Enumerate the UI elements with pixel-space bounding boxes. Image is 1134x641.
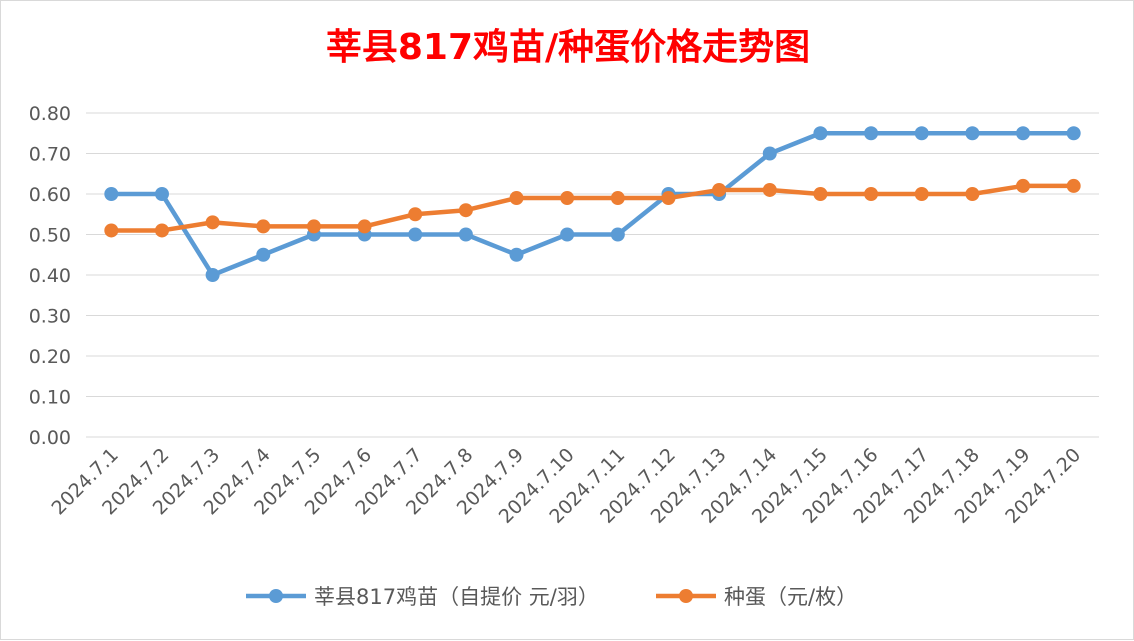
y-axis-ticks: 0.00 0.10 0.20 0.30 0.40 0.50 0.60 0.70 0.80 xyxy=(29,103,71,449)
legend-marker xyxy=(269,589,283,603)
legend-item: 莘县817鸡苗（自提价 元/羽） xyxy=(246,585,599,609)
data-point xyxy=(1066,126,1081,141)
data-point xyxy=(154,223,169,238)
y-tick-label: 0.70 xyxy=(29,144,71,166)
data-point xyxy=(914,187,929,201)
data-point xyxy=(205,268,220,282)
data-point xyxy=(104,187,119,201)
data-point xyxy=(509,191,524,206)
data-point xyxy=(661,191,676,206)
legend-marker xyxy=(679,589,693,603)
data-point xyxy=(256,247,271,262)
data-point xyxy=(104,223,119,238)
series-2 xyxy=(104,178,1081,238)
data-point xyxy=(610,191,625,206)
data-point xyxy=(965,126,980,141)
chart-title: 莘县817鸡苗/种蛋价格走势图 xyxy=(326,27,810,68)
y-tick-label: 0.10 xyxy=(29,387,71,409)
data-point xyxy=(762,182,777,197)
legend-label: 种蛋（元/枚） xyxy=(724,585,857,609)
data-point xyxy=(205,215,220,230)
legend-item: 种蛋（元/枚） xyxy=(656,585,857,609)
data-point xyxy=(256,219,271,234)
data-point xyxy=(864,126,879,141)
data-point xyxy=(610,227,625,242)
data-point xyxy=(560,227,575,242)
y-tick-label: 0.80 xyxy=(29,103,71,125)
y-tick-label: 0.60 xyxy=(29,184,71,206)
data-point xyxy=(1016,178,1031,193)
series-1 xyxy=(104,126,1081,282)
data-point xyxy=(306,219,321,234)
data-point xyxy=(357,219,372,234)
legend-label: 莘县817鸡苗（自提价 元/羽） xyxy=(314,585,599,609)
data-point xyxy=(458,203,473,218)
data-point xyxy=(560,191,575,206)
legend: 莘县817鸡苗（自提价 元/羽） 种蛋（元/枚） xyxy=(246,585,857,609)
y-tick-label: 0.30 xyxy=(29,306,71,328)
data-point xyxy=(813,187,828,201)
data-point xyxy=(1066,178,1081,193)
gridlines xyxy=(86,112,1099,438)
data-point xyxy=(408,227,423,242)
series-line xyxy=(111,131,1074,278)
series-line xyxy=(111,183,1074,233)
data-point xyxy=(762,146,777,161)
data-point xyxy=(965,187,980,201)
data-point xyxy=(408,207,423,222)
data-point xyxy=(154,187,169,201)
y-tick-label: 0.00 xyxy=(29,427,71,449)
y-tick-label: 0.50 xyxy=(29,225,71,247)
data-point xyxy=(712,182,727,197)
series-layer xyxy=(104,126,1081,282)
data-point xyxy=(509,247,524,262)
data-point xyxy=(1016,126,1031,141)
x-axis-ticks: 2024.7.12024.7.22024.7.32024.7.42024.7.5… xyxy=(47,444,1085,528)
data-point xyxy=(813,126,828,141)
y-tick-label: 0.40 xyxy=(29,265,71,287)
data-point xyxy=(458,227,473,242)
data-point xyxy=(864,187,879,201)
data-point xyxy=(914,126,929,141)
y-tick-label: 0.20 xyxy=(29,346,71,368)
